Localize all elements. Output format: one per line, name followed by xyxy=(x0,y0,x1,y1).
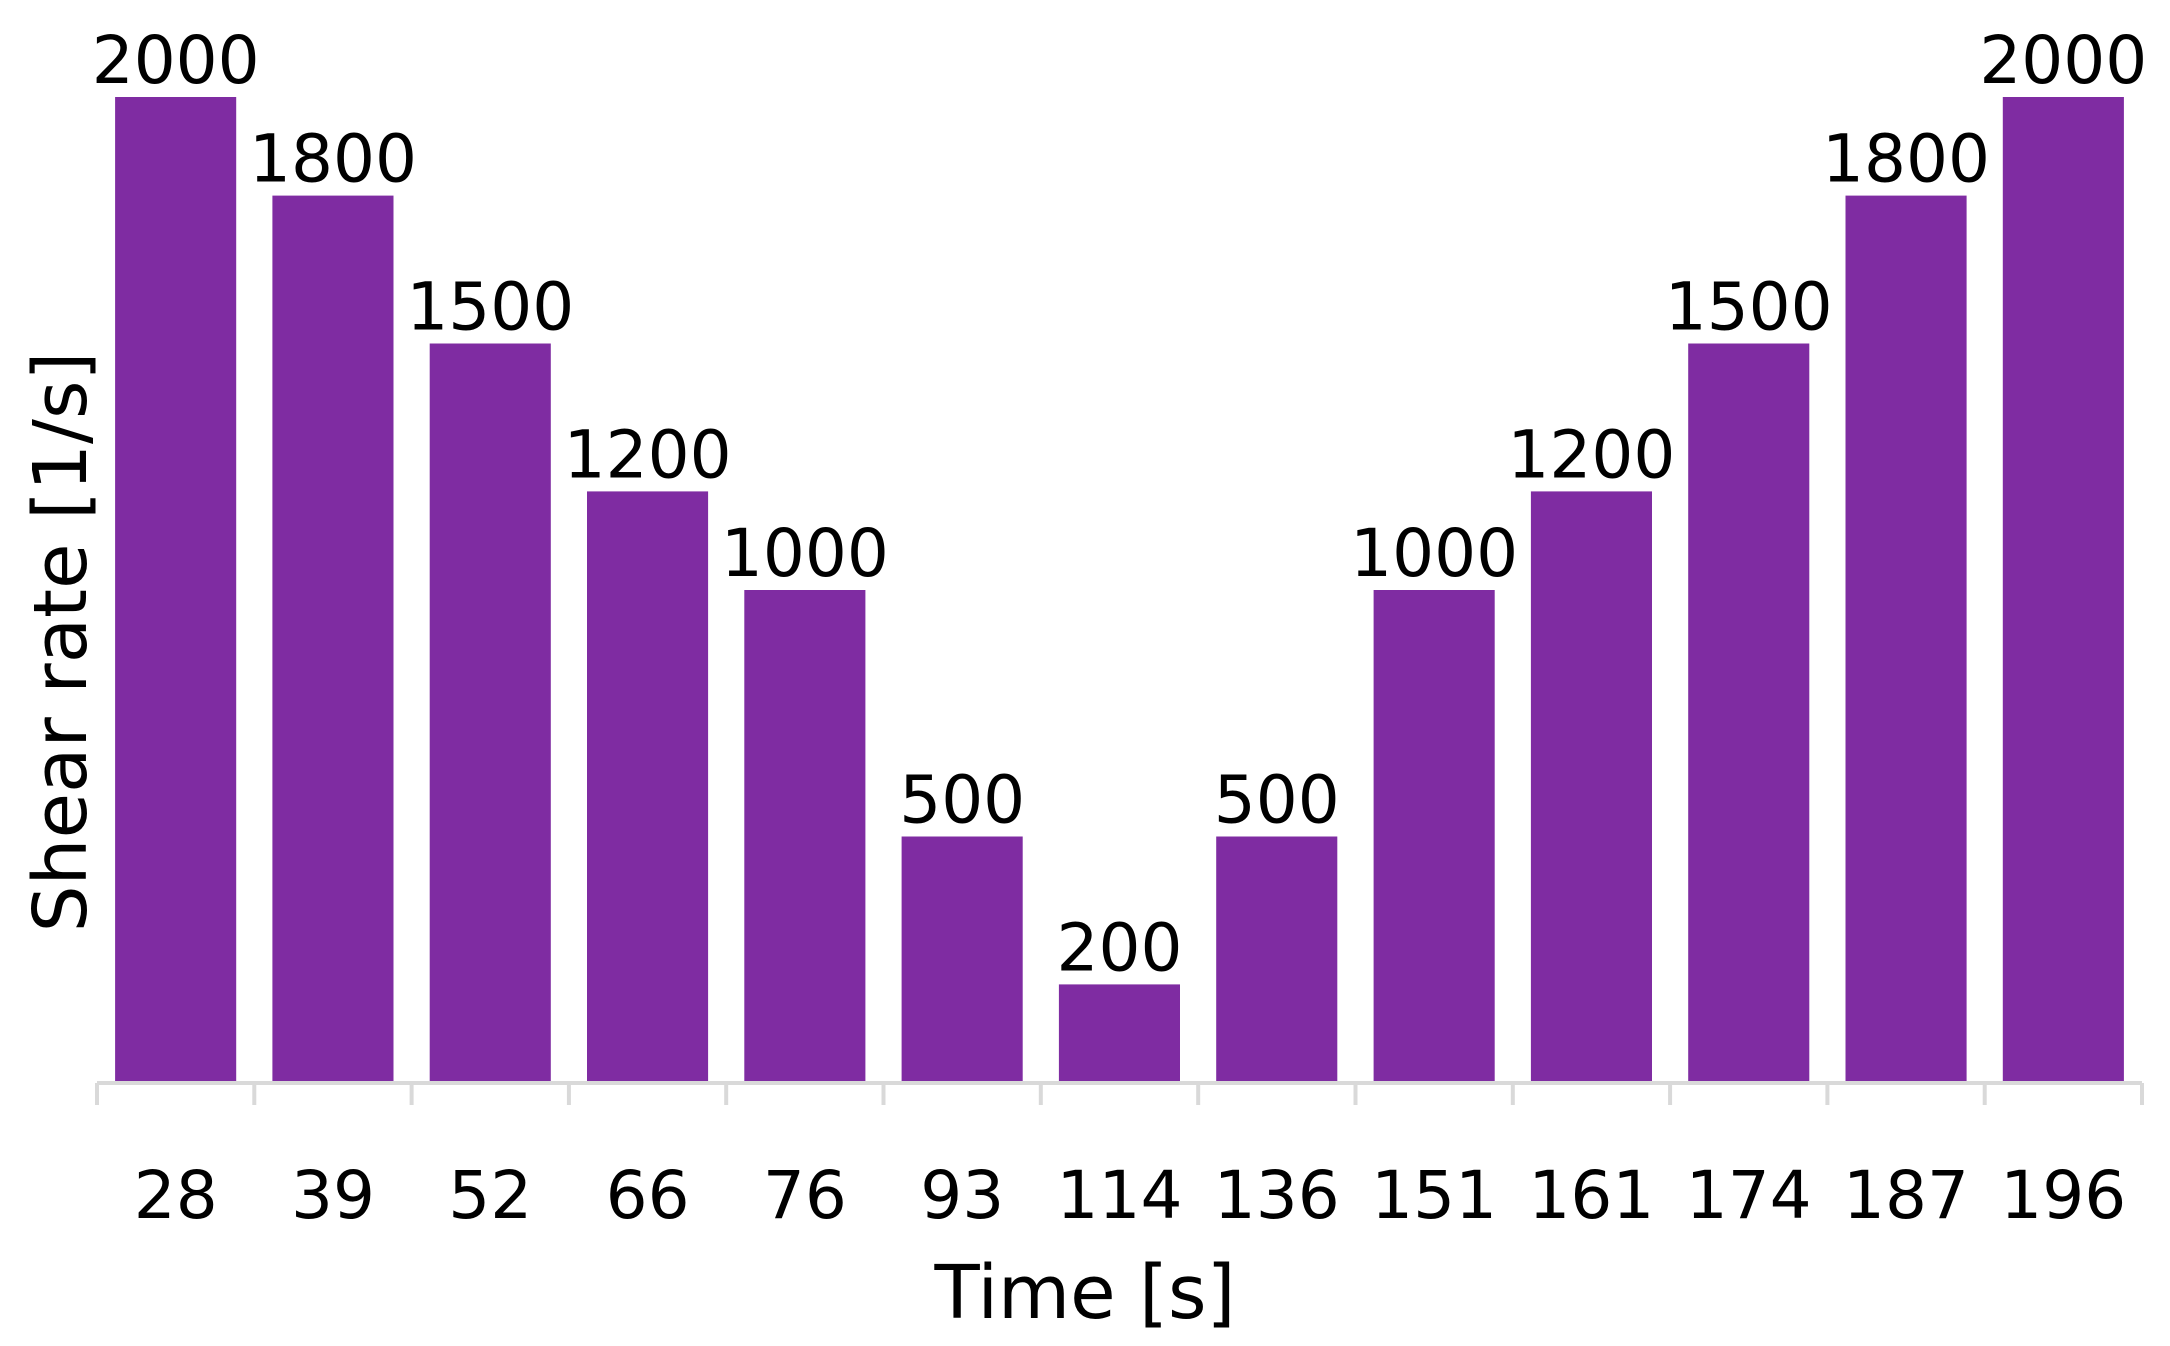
x-tick-label-114: 114 xyxy=(1057,1157,1183,1234)
data-label-52: 1500 xyxy=(406,269,574,346)
x-tick-label-39: 39 xyxy=(291,1157,375,1234)
data-labels-layer: 2000 1800 1500 1200 1000 500 200 500 1000 1200 150… xyxy=(92,22,2148,986)
bar-28 xyxy=(115,97,237,1083)
x-tick-label-93: 93 xyxy=(920,1157,1004,1234)
x-tick-label-174: 174 xyxy=(1686,1157,1812,1234)
data-label-161: 1200 xyxy=(1507,416,1675,493)
data-label-187: 1800 xyxy=(1822,121,1990,198)
x-axis-title: Time [s] xyxy=(934,1250,1236,1336)
x-tick-labels: 28 39 52 66 76 93 114 136 151 161 174 187 196 xyxy=(134,1157,2127,1234)
y-axis-title: Shear rate [1/s] xyxy=(18,352,104,933)
x-tick-label-66: 66 xyxy=(606,1157,690,1234)
bars-layer xyxy=(115,97,2124,1084)
x-tick-label-196: 196 xyxy=(2000,1157,2126,1234)
data-label-28: 2000 xyxy=(92,22,260,99)
x-tick-label-187: 187 xyxy=(1843,1157,1969,1234)
data-label-196: 2000 xyxy=(1979,22,2147,99)
bar-174 xyxy=(1688,343,1810,1083)
bar-151 xyxy=(1373,590,1495,1083)
x-tick-label-28: 28 xyxy=(134,1157,218,1234)
bar-39 xyxy=(272,195,394,1084)
bar-114 xyxy=(1058,984,1180,1083)
data-label-66: 1200 xyxy=(564,416,732,493)
x-tick-label-52: 52 xyxy=(448,1157,532,1234)
bar-196 xyxy=(2002,97,2124,1083)
data-label-93: 500 xyxy=(899,762,1025,839)
bar-136 xyxy=(1216,836,1338,1083)
bar-52 xyxy=(429,343,551,1083)
bar-76 xyxy=(744,590,866,1083)
x-tick-label-136: 136 xyxy=(1214,1157,1340,1234)
data-label-136: 500 xyxy=(1214,762,1340,839)
x-tick-label-76: 76 xyxy=(763,1157,847,1234)
bar-93 xyxy=(901,836,1023,1083)
x-tick-label-151: 151 xyxy=(1371,1157,1497,1234)
x-axis xyxy=(95,1081,2144,1105)
bar-187 xyxy=(1845,195,1967,1084)
bar-66 xyxy=(587,491,709,1083)
data-label-76: 1000 xyxy=(721,515,889,592)
x-tick-label-161: 161 xyxy=(1528,1157,1654,1234)
data-label-114: 200 xyxy=(1057,909,1183,986)
data-label-39: 1800 xyxy=(249,121,417,198)
data-label-151: 1000 xyxy=(1350,515,1518,592)
data-label-174: 1500 xyxy=(1665,269,1833,346)
bar-161 xyxy=(1530,491,1652,1083)
